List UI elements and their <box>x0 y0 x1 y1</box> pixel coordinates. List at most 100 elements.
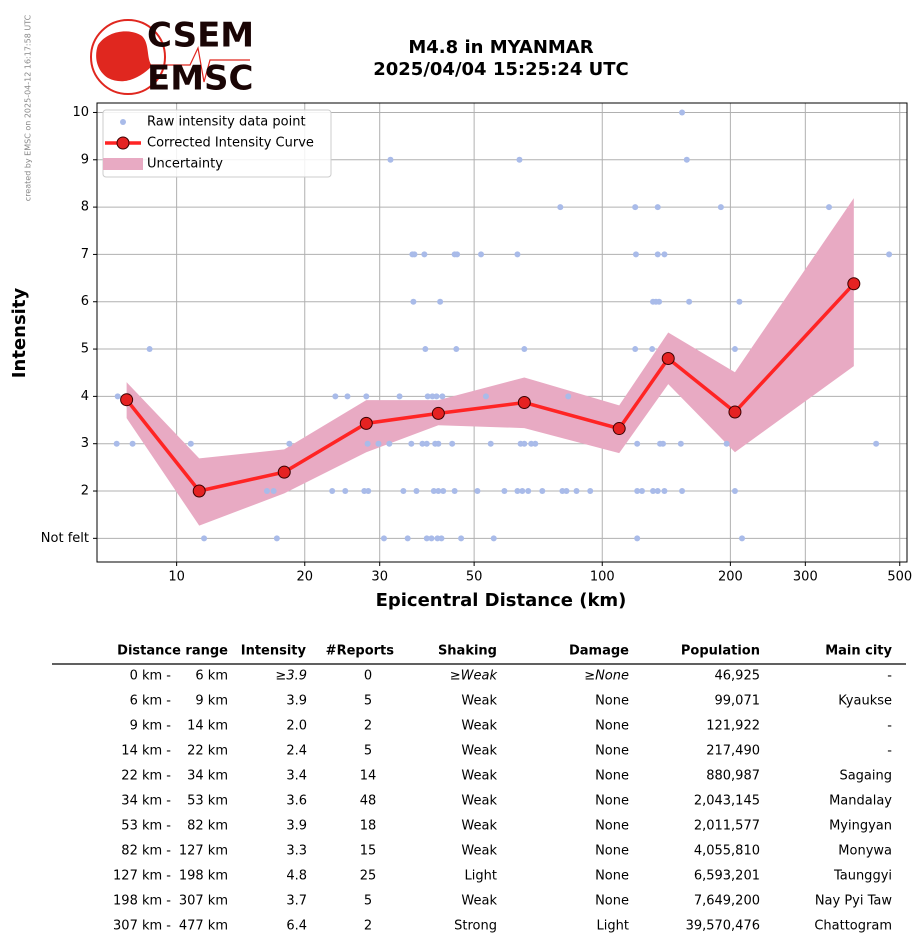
table-cell: 14 <box>360 769 377 784</box>
logo-bottom: EMSC <box>147 59 254 99</box>
table-header: Shaking <box>438 644 497 659</box>
raw-point <box>478 251 485 258</box>
table-cell: 5 <box>364 694 372 709</box>
y-tick-label: 9 <box>81 152 89 167</box>
table-cell: 2,043,145 <box>694 794 760 809</box>
y-tick-label: 8 <box>81 200 89 215</box>
table-cell: 22 km - <box>121 769 171 784</box>
curve-marker <box>517 396 531 410</box>
raw-point <box>408 440 415 447</box>
table-cell: None <box>595 694 629 709</box>
curve-marker <box>277 465 291 479</box>
y-tick-label: 6 <box>81 294 89 309</box>
table-cell: Light <box>597 919 629 934</box>
raw-point <box>429 393 436 400</box>
table-header: Main city <box>825 644 892 659</box>
raw-point <box>661 251 668 258</box>
table-cell: - <box>887 719 892 734</box>
table-cell: 3.3 <box>286 844 307 859</box>
raw-point <box>329 488 336 495</box>
raw-point <box>438 535 445 542</box>
table-cell: 22 km <box>187 744 228 759</box>
raw-point <box>679 109 686 116</box>
raw-point <box>521 346 528 353</box>
table-cell: 9 km - <box>130 719 172 734</box>
x-tick-label: 10 <box>168 570 185 585</box>
table-cell: ≥Weak <box>450 669 498 684</box>
table-header: Population <box>681 644 760 659</box>
raw-point <box>440 488 447 495</box>
raw-point <box>113 440 120 447</box>
table-cell: 82 km - <box>121 844 171 859</box>
raw-point <box>410 298 417 305</box>
table-cell: None <box>595 819 629 834</box>
curve-marker <box>847 277 861 291</box>
raw-point <box>263 488 270 495</box>
x-tick-label: 200 <box>718 570 743 585</box>
table-cell: Taunggyi <box>833 869 892 884</box>
table-cell: 3.9 <box>286 819 307 834</box>
table-cell: 477 km <box>179 919 228 934</box>
raw-point <box>656 298 663 305</box>
raw-point <box>201 535 208 542</box>
raw-point <box>686 298 693 305</box>
raw-point <box>424 393 431 400</box>
curve-marker <box>612 422 626 436</box>
table-cell: 7,649,200 <box>694 894 760 909</box>
raw-point <box>451 488 458 495</box>
table-cell: Weak <box>461 719 497 734</box>
table-cell: ≥3.9 <box>275 669 307 684</box>
legend-key <box>116 136 130 150</box>
table-cell: 127 km <box>179 844 228 859</box>
table-cell: 3.7 <box>286 894 307 909</box>
table-cell: 127 km - <box>113 869 171 884</box>
raw-point <box>387 156 394 163</box>
y-tick-label: Not felt <box>41 531 89 546</box>
logo: CSEM EMSC <box>90 16 254 99</box>
table-cell: 2.0 <box>286 719 307 734</box>
raw-point <box>400 488 407 495</box>
table-header: Damage <box>569 644 629 659</box>
table-cell: 2 <box>364 719 372 734</box>
raw-point <box>454 251 461 258</box>
table-cell: None <box>595 894 629 909</box>
table-cell: Weak <box>461 694 497 709</box>
raw-point <box>375 440 382 447</box>
table-cell: 217,490 <box>706 744 760 759</box>
x-tick-label: 300 <box>793 570 818 585</box>
table-cell: 2 <box>364 919 372 934</box>
table-cell: 4,055,810 <box>694 844 760 859</box>
table-cell: Kyaukse <box>838 694 892 709</box>
raw-point <box>683 156 690 163</box>
table-cell: 53 km <box>187 794 228 809</box>
table-cell: None <box>595 769 629 784</box>
raw-point <box>634 535 641 542</box>
raw-point <box>435 440 442 447</box>
raw-point <box>519 488 526 495</box>
raw-point <box>449 440 456 447</box>
raw-point <box>435 488 442 495</box>
x-tick-label: 30 <box>371 570 388 585</box>
raw-point <box>286 440 293 447</box>
curve-marker <box>359 416 373 430</box>
raw-point <box>632 204 639 211</box>
raw-point <box>433 393 440 400</box>
x-tick-label: 20 <box>296 570 313 585</box>
raw-point <box>654 204 661 211</box>
raw-point <box>565 393 572 400</box>
raw-point <box>428 535 435 542</box>
curve-marker <box>431 406 445 420</box>
legend-label: Corrected Intensity Curve <box>147 136 314 151</box>
raw-point <box>525 488 532 495</box>
raw-point <box>490 535 497 542</box>
raw-point <box>632 346 639 353</box>
raw-point <box>717 204 724 211</box>
raw-point <box>482 393 489 400</box>
raw-point <box>344 393 351 400</box>
raw-point <box>539 488 546 495</box>
legend-label: Uncertainty <box>147 157 223 172</box>
table-header: #Reports <box>326 644 395 659</box>
raw-point <box>129 440 136 447</box>
raw-point <box>413 488 420 495</box>
